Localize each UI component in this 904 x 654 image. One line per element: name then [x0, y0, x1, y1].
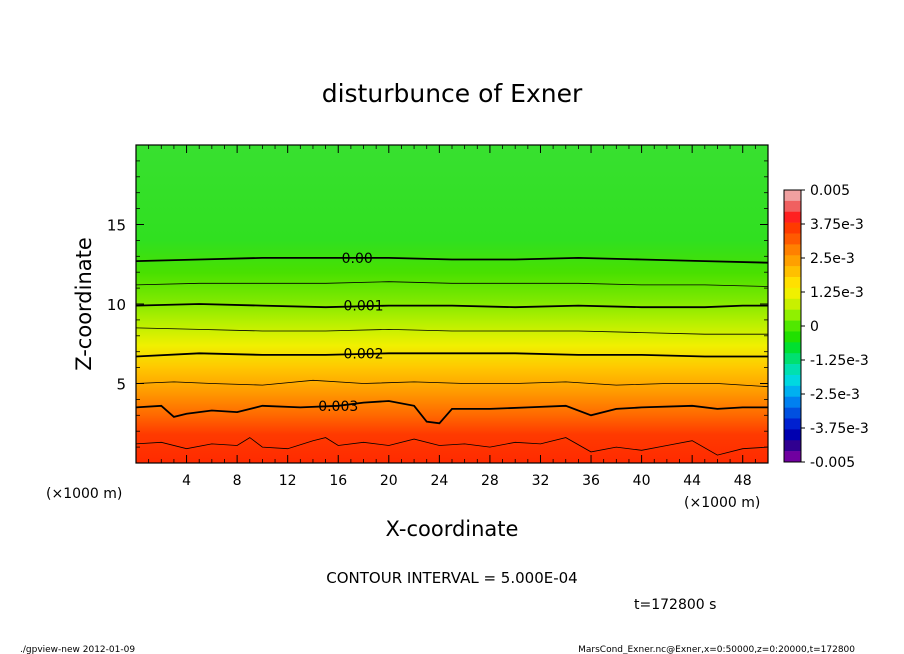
colorbar-swatch: [784, 320, 801, 332]
colorbar-swatch: [784, 255, 801, 267]
y-tick-label: 5: [116, 376, 126, 394]
contour-lines: [136, 256, 768, 456]
colorbar-label: 2.5e-3: [810, 251, 855, 267]
x-tick-label: 8: [233, 473, 242, 489]
contour-line: [136, 327, 768, 335]
contour-label: 0.002: [343, 346, 383, 362]
x-axis-ticks: 4 8 12 16 20 24 28 32 36 40 44 48: [148, 145, 756, 489]
colorbar-label: -0.005: [810, 455, 855, 471]
colorbar-swatch: [784, 418, 801, 430]
colorbar-swatch: [784, 429, 801, 441]
colorbar-swatch: [784, 309, 801, 321]
x-tick-label: 32: [532, 473, 550, 489]
chart-title: disturbunce of Exner: [322, 79, 583, 108]
contour-labels: 0.00 0.001 0.002 0.003: [318, 251, 383, 415]
colorbar-swatch: [784, 331, 801, 343]
y-axis-label: Z-coordinate: [72, 237, 96, 371]
colorbar-swatch: [784, 374, 801, 387]
colorbar-swatch: [784, 222, 801, 234]
y-tick-label: 10: [107, 296, 126, 314]
colorbar-swatch: [784, 200, 801, 213]
x-tick-label: 36: [582, 473, 600, 489]
colorbar-label: -2.5e-3: [810, 387, 860, 403]
colorbar-swatch: [784, 190, 801, 202]
colorbar-swatch: [784, 266, 801, 278]
contour-interval-text: CONTOUR INTERVAL = 5.000E-04: [326, 569, 577, 587]
x-unit-left: (×1000 m): [46, 486, 122, 502]
colorbar-label: 0: [810, 319, 819, 335]
footer-left: ./gpview-new 2012-01-09: [20, 645, 135, 654]
colorbar-label: 0.005: [810, 183, 850, 199]
contour-line: [136, 400, 768, 425]
plot-area: 0.00 0.001 0.002 0.003: [136, 145, 768, 463]
contour-line: [136, 303, 768, 309]
colorbar-swatch: [784, 287, 801, 300]
colorbar-label: 3.75e-3: [810, 217, 864, 233]
x-tick-label: 24: [430, 473, 448, 489]
colorbar-swatch: [784, 440, 801, 452]
colorbar-swatch: [784, 298, 801, 310]
colorbar-swatch: [784, 342, 801, 354]
contour-label: 0.00: [342, 251, 373, 267]
colorbar-swatch: [784, 407, 801, 419]
colorbar-swatch: [784, 233, 801, 245]
colorbar-swatch: [784, 385, 801, 398]
colorbar-swatch: [784, 396, 801, 408]
contour-line: [136, 437, 768, 456]
colorbar-swatch: [784, 211, 801, 223]
contour-line: [136, 281, 768, 287]
colorbar-swatch: [784, 244, 801, 256]
x-tick-label: 4: [182, 473, 191, 489]
contour-line: [136, 379, 768, 388]
colorbar-swatch: [784, 364, 801, 376]
colorbar-label: -3.75e-3: [810, 421, 869, 437]
y-axis-ticks: 5 10 15: [107, 160, 768, 448]
colorbar-label: -1.25e-3: [810, 353, 869, 369]
colorbar: [783, 189, 802, 463]
y-tick-label: 15: [107, 217, 126, 235]
colorbar-labels: 0.005 3.75e-3 2.5e-3 1.25e-3 0 -1.25e-3 -2.5e-…: [801, 183, 869, 471]
x-tick-label: 12: [279, 473, 297, 489]
colorbar-swatch: [784, 451, 801, 463]
x-tick-label: 28: [481, 473, 499, 489]
x-tick-label: 40: [633, 473, 651, 489]
x-tick-label: 16: [329, 473, 347, 489]
contour-label: 0.003: [318, 399, 358, 415]
time-text: t=172800 s: [634, 597, 716, 613]
x-tick-label: 20: [380, 473, 398, 489]
x-tick-label: 48: [734, 473, 752, 489]
footer-right: MarsCond_Exner.nc@Exner,x=0:50000,z=0:20…: [578, 645, 855, 654]
colorbar-label: 1.25e-3: [810, 285, 864, 301]
contour-line: [136, 256, 768, 264]
contour-line: [136, 352, 768, 358]
x-unit-right: (×1000 m): [684, 495, 760, 511]
colorbar-swatch: [784, 277, 801, 289]
contour-label: 0.001: [343, 299, 383, 315]
colorbar-swatch: [784, 353, 801, 365]
x-axis-label: X-coordinate: [386, 517, 519, 541]
x-tick-label: 44: [683, 473, 701, 489]
